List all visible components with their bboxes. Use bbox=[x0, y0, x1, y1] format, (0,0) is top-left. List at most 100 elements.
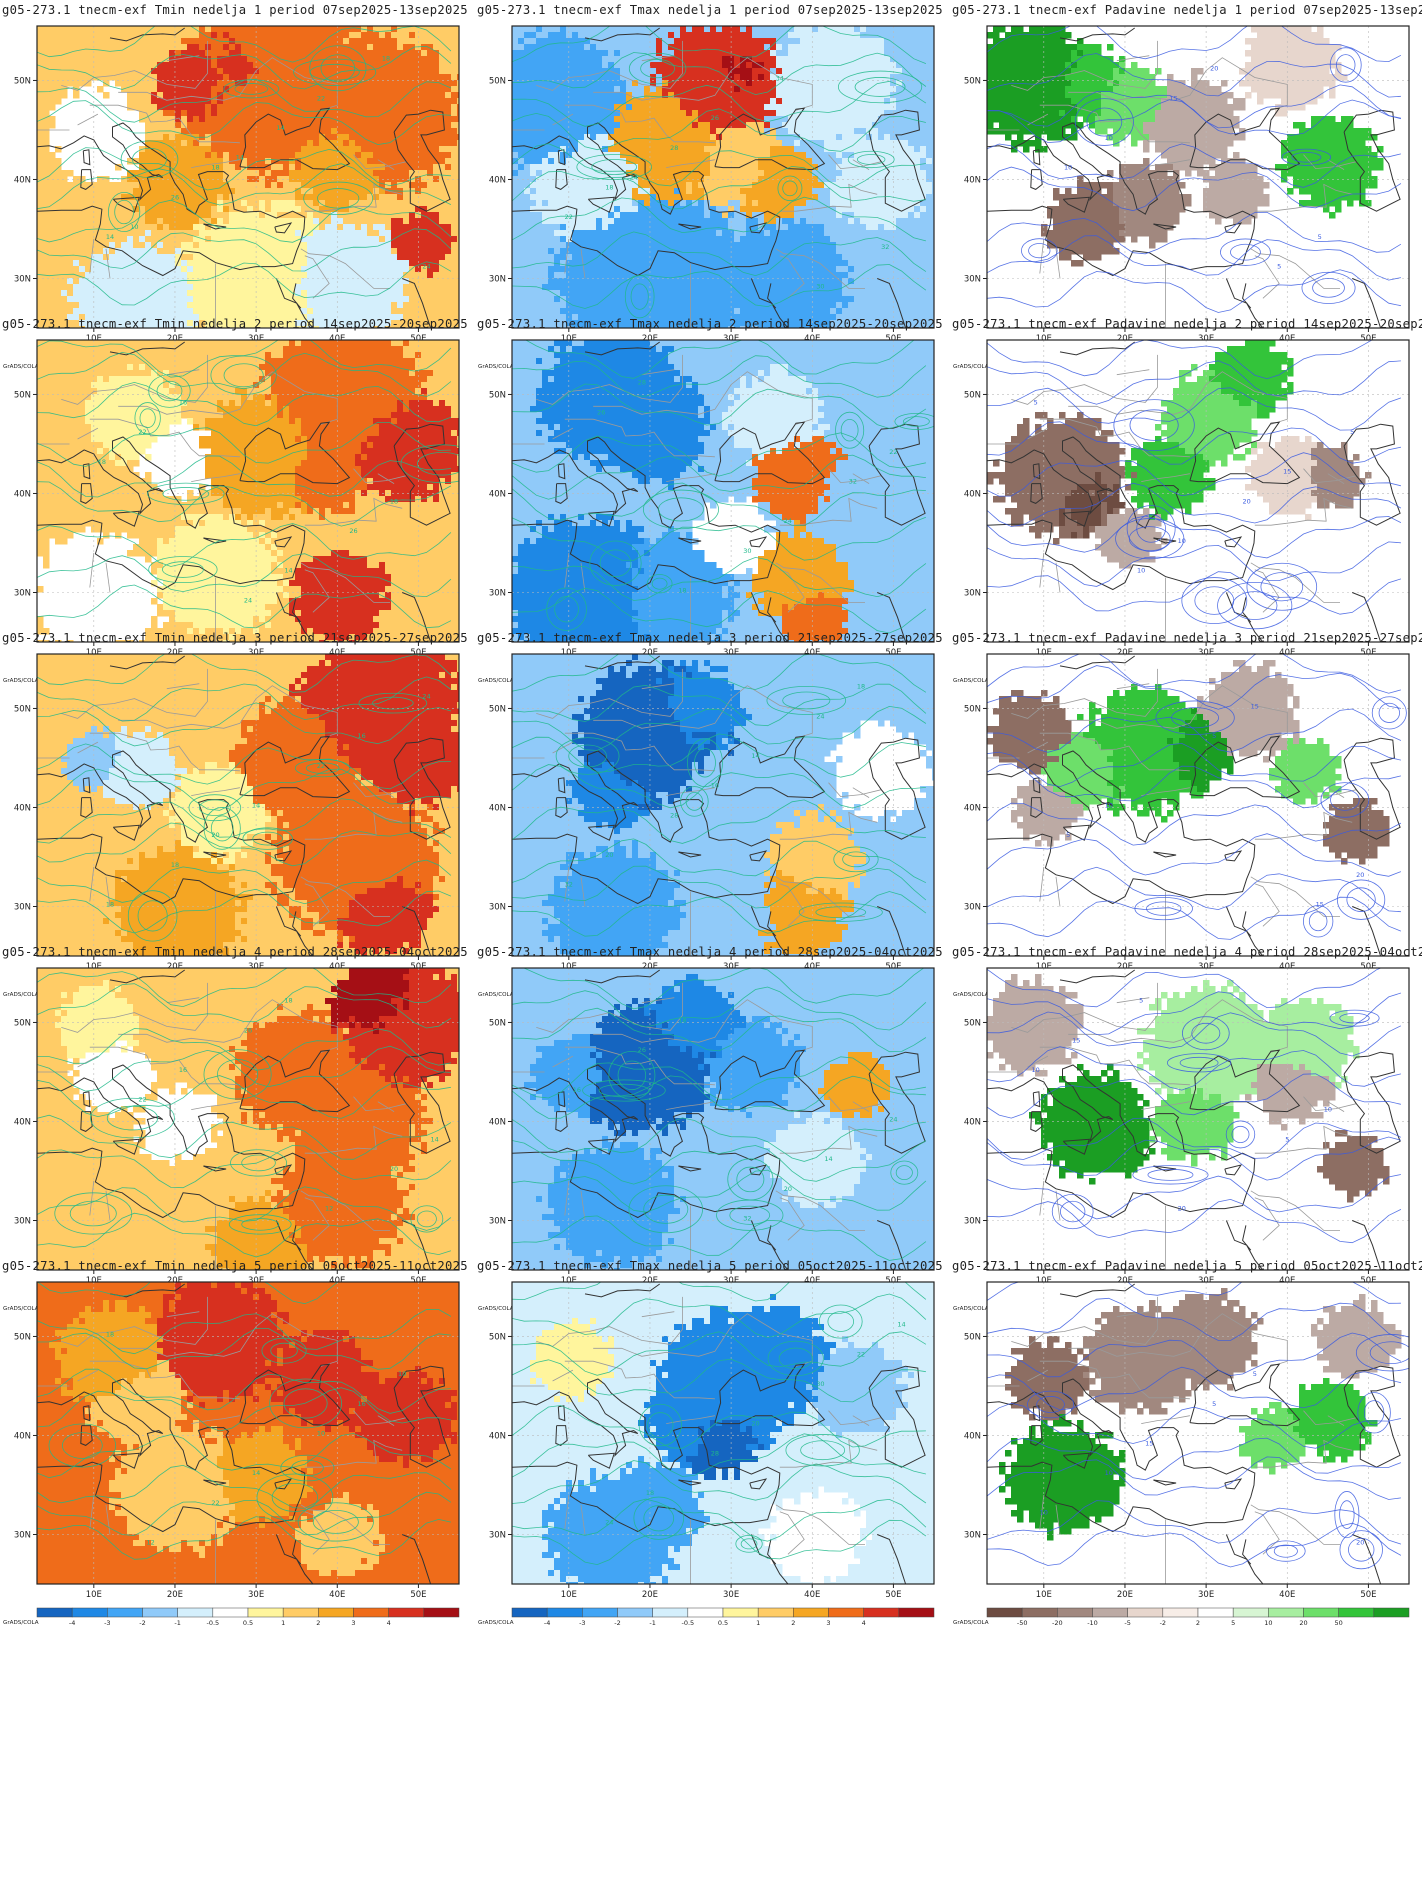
lon-tick-label: 30E bbox=[248, 1276, 264, 1286]
contour-label: 28 bbox=[670, 144, 678, 152]
lon-tick-label: 20E bbox=[1117, 334, 1133, 344]
grads-credit: GrADS/COLA bbox=[478, 1306, 514, 1312]
lat-tick-label: 40N bbox=[964, 803, 981, 813]
contour-label: 32 bbox=[743, 1214, 751, 1222]
colorbar-swatch bbox=[212, 1607, 249, 1618]
lon-tick-label: 10E bbox=[561, 334, 577, 344]
colorbar-swatch bbox=[722, 1607, 759, 1618]
colorbar-swatch bbox=[107, 1607, 143, 1618]
contour-label: 10 bbox=[1064, 164, 1072, 172]
contour-label: 5 bbox=[1350, 428, 1354, 436]
map-panel-padavine-week-3: g05-273.1 tnecm-exf Padavine nedelja 3 p… bbox=[950, 628, 1425, 1007]
colorbar-label: -3 bbox=[579, 1619, 585, 1627]
contour-label: 20 bbox=[751, 1420, 759, 1428]
contour-lines: 10 20 5 10 15 5 bbox=[987, 26, 1402, 313]
grads-credit: GrADS/COLA bbox=[478, 992, 514, 998]
colorbar-swatch bbox=[71, 1607, 108, 1618]
contour-label: 16 bbox=[179, 398, 187, 406]
lon-tick-label: 10E bbox=[86, 334, 102, 344]
lat-tick-label: 40N bbox=[489, 1117, 506, 1127]
contour-label: 26 bbox=[171, 193, 179, 201]
colorbar-label: 2 bbox=[791, 1619, 795, 1627]
contour-label: 20 bbox=[1210, 65, 1218, 73]
map-plot: 1416182022241810E20E30E40E50E30N40N50N-4… bbox=[14, 653, 460, 999]
contour-label: 18 bbox=[857, 683, 865, 691]
lon-tick-label: 20E bbox=[1117, 962, 1133, 972]
contour-label: 10 bbox=[1178, 537, 1186, 545]
lon-tick-label: 50E bbox=[885, 962, 901, 972]
contour-label: 26 bbox=[638, 1046, 646, 1054]
grads-credit: GrADS/COLA bbox=[478, 678, 514, 684]
contour-lines: 10 15 20 5 10 5 bbox=[987, 968, 1402, 1244]
contour-lines: 10 15 5 20 10 5 bbox=[987, 1282, 1409, 1570]
contour-lines: 18 24 22 28 30 32 26 bbox=[512, 340, 934, 634]
anomaly-field bbox=[512, 1282, 934, 1584]
map-plot: 102051015510E20E30E40E50E30N40N50N-50-20… bbox=[964, 25, 1410, 371]
lon-tick-label: 50E bbox=[410, 1276, 426, 1286]
lat-tick-label: 30N bbox=[489, 274, 506, 284]
lon-tick-label: 10E bbox=[86, 962, 102, 972]
lon-tick-label: 20E bbox=[642, 1590, 658, 1600]
colorbar-label: 4 bbox=[862, 1619, 866, 1627]
contour-label: 24 bbox=[422, 693, 430, 701]
colorbar-label: 3 bbox=[351, 1619, 355, 1627]
lat-tick-label: 40N bbox=[14, 803, 31, 813]
map-plot: 14 18 22 24 26 14 18 10 14 10E 20E 30E 40E 50E 30N 40N 5… bbox=[14, 25, 460, 371]
contour-label: 14 bbox=[252, 1469, 260, 1477]
lat-tick-label: 50N bbox=[14, 390, 31, 400]
colorbar-label: -4 bbox=[69, 1619, 75, 1627]
map-frame bbox=[986, 339, 1410, 643]
map-frame bbox=[36, 653, 460, 957]
grads-credit: GrADS/COLA bbox=[3, 1306, 39, 1312]
map-outlines bbox=[512, 654, 934, 956]
lat-tick-label: 30N bbox=[14, 902, 31, 912]
map-panel-tmin-week-1: g05-273.1 tnecm-exf Tmin nedelja 1 perio… bbox=[0, 0, 475, 379]
contour-label: 18 bbox=[646, 1489, 654, 1497]
contour-label: 18 bbox=[605, 183, 613, 191]
colorbar-label: 4 bbox=[387, 1619, 391, 1627]
contour-label: 20 bbox=[784, 1185, 792, 1193]
panel-title: g05-273.1 tnecm-exf Tmax nedelja 4 perio… bbox=[477, 945, 947, 961]
panel-title: g05-273.1 tnecm-exf Tmin nedelja 1 perio… bbox=[2, 3, 472, 19]
lat-tick-label: 40N bbox=[14, 489, 31, 499]
colorbar-label: 0.5 bbox=[718, 1619, 728, 1627]
panel-title: g05-273.1 tnecm-exf Tmin nedelja 5 perio… bbox=[2, 1259, 472, 1275]
colorbar-label: -4 bbox=[544, 1619, 550, 1627]
map-plot: 101520510510E20E30E40E50E30N40N50N-50-20… bbox=[964, 967, 1410, 1313]
lon-tick-label: 10E bbox=[1036, 648, 1052, 658]
lat-tick-label: 30N bbox=[489, 1216, 506, 1226]
contour-label: 30 bbox=[816, 282, 824, 290]
lat-tick-label: 50N bbox=[964, 1332, 981, 1342]
panel-title: g05-273.1 tnecm-exf Tmin nedelja 3 perio… bbox=[2, 631, 472, 647]
lat-tick-label: 40N bbox=[964, 1431, 981, 1441]
panel-title: g05-273.1 tnecm-exf Padavine nedelja 1 p… bbox=[952, 3, 1422, 19]
lon-tick-label: 20E bbox=[642, 648, 658, 658]
colorbar-label: -3 bbox=[104, 1619, 110, 1627]
colorbar-label: -1 bbox=[174, 1619, 180, 1627]
lon-tick-label: 10E bbox=[86, 1276, 102, 1286]
lat-tick-label: 50N bbox=[14, 1018, 31, 1028]
colorbar-label: -10 bbox=[1087, 1619, 1098, 1627]
lat-tick-label: 50N bbox=[489, 1018, 506, 1028]
lon-tick-label: 50E bbox=[1360, 1276, 1376, 1286]
contour-label: 20 bbox=[211, 831, 219, 839]
map-outlines bbox=[987, 1282, 1409, 1584]
grads-credit: GrADS/COLA bbox=[953, 992, 989, 998]
lat-tick-label: 40N bbox=[964, 1117, 981, 1127]
lon-tick-label: 40E bbox=[1279, 334, 1295, 344]
contour-label: 10 bbox=[1137, 567, 1145, 575]
contour-lines: 15 20 10 5 15 5 bbox=[987, 654, 1407, 940]
map-panel-tmin-week-4: g05-273.1 tnecm-exf Tmin nedelja 4 perio… bbox=[0, 942, 475, 1321]
contour-label: 18 bbox=[106, 900, 114, 908]
lat-tick-label: 40N bbox=[14, 175, 31, 185]
contour-label: 14 bbox=[431, 1135, 439, 1143]
contour-lines: 14 16 18 20 22 24 18 bbox=[37, 654, 452, 942]
colorbar: -50 -20 -10 -5 -2 2 5 10 20 50 bbox=[986, 1607, 1410, 1627]
lon-tick-label: 20E bbox=[1117, 1590, 1133, 1600]
contour-label: 22 bbox=[317, 94, 325, 102]
colorbar-swatch bbox=[546, 1607, 583, 1618]
colorbar-swatch bbox=[423, 1607, 460, 1618]
colorbar-label: -0.5 bbox=[681, 1619, 694, 1627]
lat-tick-label: 30N bbox=[489, 1530, 506, 1540]
